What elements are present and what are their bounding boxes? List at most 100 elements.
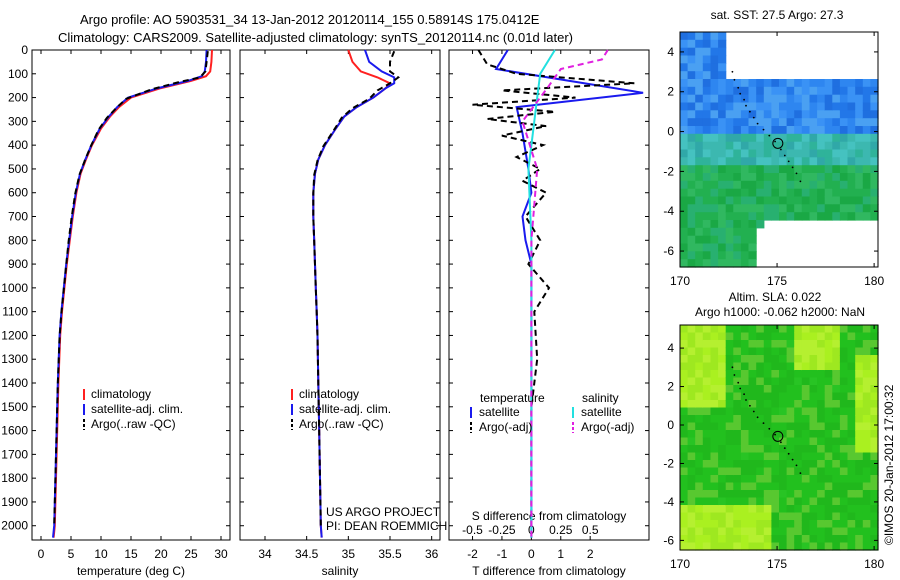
map-cell xyxy=(847,520,856,529)
map-cell xyxy=(832,325,841,334)
map-cell xyxy=(855,542,864,551)
map-cell xyxy=(687,102,696,111)
float-track-point xyxy=(791,458,794,461)
map-cell xyxy=(832,180,841,190)
map-cell xyxy=(855,110,864,119)
map-cell xyxy=(702,535,711,544)
map-cell xyxy=(771,180,780,190)
map-cell xyxy=(680,102,689,111)
y-tick-label: 0 xyxy=(667,418,674,432)
map-cell xyxy=(809,133,818,143)
map-cell xyxy=(794,385,803,394)
map-cell xyxy=(855,340,864,349)
map-cell xyxy=(756,377,765,386)
map-cell xyxy=(855,355,864,364)
map-cell xyxy=(862,212,871,221)
map-cell xyxy=(763,460,772,469)
map-cell xyxy=(695,430,704,439)
map-cell xyxy=(862,94,871,104)
map-cell xyxy=(740,259,750,268)
map-cell xyxy=(809,437,818,446)
map-cell xyxy=(786,385,795,394)
map-cell xyxy=(817,392,826,401)
map-cell xyxy=(870,149,879,158)
map-cell xyxy=(733,196,742,205)
map-cell xyxy=(725,220,734,229)
map-cell xyxy=(725,362,734,371)
map-cell xyxy=(839,535,849,544)
map-cell xyxy=(801,347,810,356)
map-cell xyxy=(847,102,856,111)
float-track-point xyxy=(780,441,782,444)
map-cell xyxy=(801,94,810,104)
float-track-point xyxy=(774,140,776,143)
map-cell xyxy=(710,430,719,439)
map-cell xyxy=(824,490,833,499)
map-cell xyxy=(870,535,879,544)
map-cell xyxy=(748,347,757,356)
map-cell xyxy=(832,141,841,151)
map-cell xyxy=(801,173,810,182)
map-cell xyxy=(847,355,856,364)
float-track-point xyxy=(752,410,755,413)
map-cell xyxy=(862,79,871,88)
map-cell xyxy=(733,133,742,143)
map-cell xyxy=(687,512,696,521)
map-cell xyxy=(870,490,879,499)
map-cell xyxy=(779,347,788,356)
map-cell xyxy=(748,157,757,166)
map-cell xyxy=(695,157,704,166)
map-cell xyxy=(779,362,788,371)
map-cell xyxy=(839,180,849,190)
map-cell xyxy=(718,422,727,431)
map-cell xyxy=(817,407,826,416)
map-cell xyxy=(839,149,849,158)
map-cell xyxy=(718,110,727,119)
map-cell xyxy=(839,400,849,409)
y-tick-label: 0 xyxy=(667,125,674,139)
map-cell xyxy=(809,467,818,476)
map-cell xyxy=(718,133,727,143)
map-cell xyxy=(855,102,864,111)
map-cell xyxy=(763,180,772,190)
map-cell xyxy=(817,467,826,476)
map-cell xyxy=(779,542,788,551)
map-cell xyxy=(680,407,689,416)
map-cell xyxy=(695,94,704,104)
map-cell xyxy=(748,188,757,198)
map-cell xyxy=(786,460,795,469)
map-cell xyxy=(824,400,833,409)
map-cell xyxy=(862,437,871,446)
map-cell xyxy=(680,39,689,49)
map-cell xyxy=(862,542,871,551)
map-cell xyxy=(870,505,879,514)
map-cell xyxy=(733,445,742,454)
float-track-point xyxy=(731,70,734,73)
map-cell xyxy=(870,377,879,386)
map-cell xyxy=(839,133,849,143)
map-cell xyxy=(870,212,879,221)
map-cell xyxy=(771,165,780,174)
map-cell xyxy=(680,86,689,96)
y-tick-label: 1100 xyxy=(2,305,28,319)
map-cell xyxy=(756,542,765,551)
map-cell xyxy=(832,385,841,394)
map-cell xyxy=(702,79,711,88)
map-cell xyxy=(839,102,849,111)
map-cell xyxy=(794,520,803,529)
map-cell xyxy=(680,415,689,424)
map-cell xyxy=(718,32,727,41)
map-cell xyxy=(794,542,803,551)
map-cell xyxy=(779,94,788,104)
map-cell xyxy=(817,133,826,143)
map-cell xyxy=(702,251,711,260)
map-cell xyxy=(695,362,704,371)
float-track-point xyxy=(762,128,765,131)
map-cell xyxy=(794,204,803,213)
map-cell xyxy=(718,347,727,356)
map-cell xyxy=(839,452,849,461)
map-cell xyxy=(740,512,750,521)
map-cell xyxy=(702,63,711,72)
map-cell xyxy=(771,490,780,499)
map-cell xyxy=(862,362,871,371)
